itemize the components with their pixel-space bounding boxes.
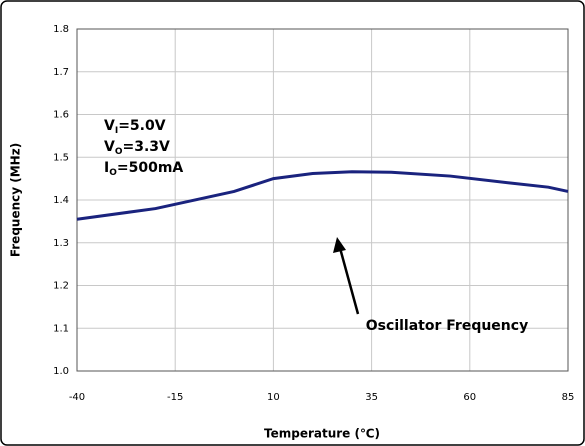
y-tick-label: 1.1 xyxy=(53,323,69,334)
y-tick-label: 1.4 xyxy=(53,195,69,206)
condition-part: =3.3V xyxy=(123,139,171,155)
x-tick-label: 60 xyxy=(463,392,476,403)
x-tick-label: 35 xyxy=(365,392,378,403)
data-line xyxy=(76,170,569,221)
y-tick-label: 1.5 xyxy=(53,152,69,163)
series-label: Oscillator Frequency xyxy=(366,318,528,334)
x-tick-label: -40 xyxy=(69,392,85,403)
plot-border xyxy=(76,28,569,372)
condition-part: =5.0V xyxy=(118,118,166,134)
y-tick-label: 1.2 xyxy=(53,281,69,292)
y-tick-label: 1.3 xyxy=(53,238,69,249)
arrow-head xyxy=(333,237,346,253)
arrow xyxy=(338,247,360,315)
x-tick-label: -15 xyxy=(167,392,183,403)
condition: VI=5.0V xyxy=(104,118,166,136)
condition-part: O xyxy=(109,168,117,178)
y-tick-label: 1.8 xyxy=(53,24,69,35)
condition-part: =500mA xyxy=(117,160,184,176)
condition: VO=3.3V xyxy=(104,139,170,157)
x-tick-label: 10 xyxy=(267,392,280,403)
condition-part: I xyxy=(115,126,118,136)
condition-part: V xyxy=(104,118,115,134)
x-axis-label: Temperature (℃) xyxy=(264,427,380,441)
y-tick-label: 1.0 xyxy=(53,366,69,377)
condition-part: I xyxy=(104,160,109,176)
x-tick-label: 85 xyxy=(562,392,575,403)
y-tick-label: 1.6 xyxy=(53,110,69,121)
condition: IO=500mA xyxy=(104,160,183,178)
y-axis-label: Frequency (MHz) xyxy=(9,143,23,257)
condition-part: O xyxy=(115,147,123,157)
condition-part: V xyxy=(104,139,115,155)
y-tick-label: 1.7 xyxy=(53,67,69,78)
